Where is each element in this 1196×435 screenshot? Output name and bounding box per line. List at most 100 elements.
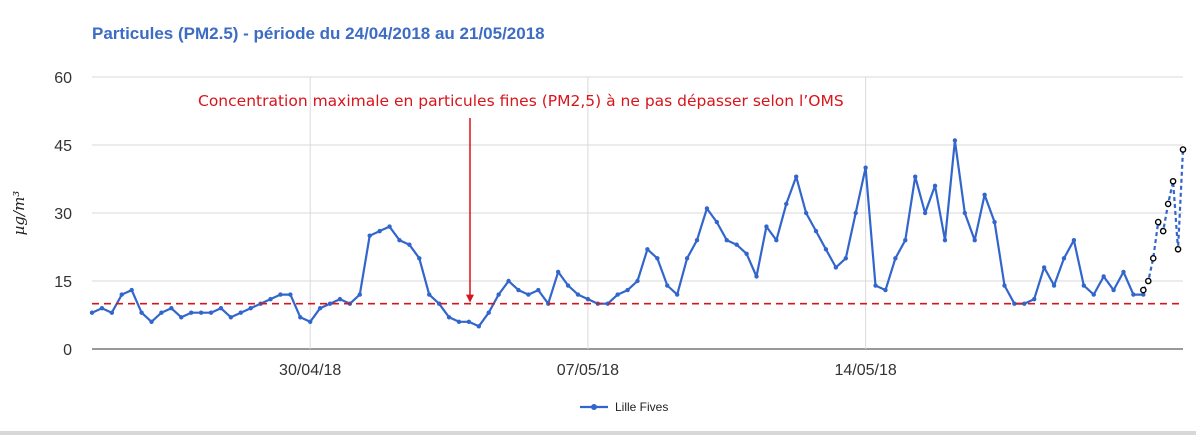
data-point — [228, 315, 234, 320]
data-point — [903, 238, 908, 243]
data-point — [1081, 283, 1087, 288]
data-point — [476, 324, 482, 329]
series-line-lille-fives — [91, 139, 1144, 328]
data-point — [1091, 292, 1096, 297]
data-point — [1041, 265, 1047, 270]
data-point — [913, 174, 918, 179]
data-point — [198, 310, 204, 315]
data-point — [922, 210, 928, 216]
data-point — [536, 287, 541, 293]
forecast-data-point — [1140, 286, 1147, 294]
data-point — [188, 310, 194, 315]
legend-marker — [591, 404, 597, 410]
data-point — [1111, 287, 1116, 293]
data-point — [387, 224, 392, 229]
data-point — [367, 233, 372, 238]
data-point — [169, 306, 174, 311]
bottom-divider — [0, 431, 1196, 435]
data-point — [456, 319, 462, 324]
data-point — [248, 306, 253, 311]
data-point — [843, 256, 848, 261]
data-point — [218, 306, 224, 311]
data-point — [308, 319, 313, 324]
data-point — [962, 210, 967, 216]
y-tick-label: 30 — [54, 206, 72, 223]
data-point — [803, 210, 809, 216]
data-point — [952, 138, 958, 143]
data-point — [1131, 292, 1136, 297]
data-point — [734, 242, 739, 247]
data-point — [446, 315, 452, 320]
forecast-data-point — [1159, 227, 1167, 235]
data-point — [357, 292, 362, 297]
data-point — [238, 310, 243, 315]
data-point — [555, 269, 561, 275]
data-point — [942, 238, 948, 243]
data-point — [764, 224, 769, 229]
annotation-arrowhead — [466, 294, 474, 303]
data-point — [992, 219, 997, 225]
data-point — [724, 238, 729, 243]
data-point — [1032, 296, 1037, 302]
data-point — [635, 278, 640, 284]
annotations: Concentration maximale en particules fin… — [92, 92, 1183, 305]
data-point — [744, 251, 749, 256]
data-point — [1051, 283, 1057, 288]
data-point — [754, 274, 759, 279]
data-point — [972, 238, 977, 243]
forecast-data-point — [1164, 200, 1172, 208]
y-axis-title: µg/m³ — [10, 191, 28, 236]
gridlines — [92, 76, 1183, 350]
data-point — [873, 283, 878, 288]
data-point — [298, 315, 303, 320]
data-point — [327, 301, 333, 306]
data-point — [605, 301, 610, 306]
data-point — [833, 265, 839, 270]
forecast-data-point — [1144, 277, 1152, 285]
data-point — [99, 306, 105, 311]
data-point — [268, 296, 273, 302]
forecast-series-line — [1142, 149, 1185, 291]
data-point — [1101, 274, 1106, 279]
data-point — [516, 287, 521, 293]
y-tick-label: 15 — [54, 274, 72, 291]
data-point — [417, 256, 422, 261]
data-point — [1022, 301, 1027, 306]
data-point — [149, 319, 154, 324]
y-tick-label: 0 — [63, 342, 72, 359]
data-point — [159, 310, 164, 315]
data-point — [1071, 238, 1077, 243]
threshold-annotation-text: Concentration maximale en particules fin… — [198, 92, 844, 110]
data-point — [813, 228, 819, 234]
y-tick-label: 45 — [54, 138, 72, 155]
data-point — [774, 238, 779, 243]
data-point — [714, 219, 720, 225]
axes: 0 15 30 45 60 30/04/18 07/05/18 14/05/18 µg/m³ — [10, 70, 897, 379]
legend-label: Lille Fives — [615, 400, 668, 414]
data-point — [883, 287, 888, 293]
data-point — [694, 238, 700, 243]
data-point — [704, 206, 710, 211]
data-point — [575, 292, 581, 297]
legend: Lille Fives — [580, 400, 668, 414]
x-tick-label: 14/05/18 — [834, 362, 896, 379]
data-point — [932, 183, 938, 188]
data-point — [665, 283, 670, 288]
data-point — [119, 292, 124, 297]
data-point — [674, 292, 680, 297]
chart-title: Particules (PM2.5) - période du 24/04/20… — [92, 24, 545, 43]
data-point — [427, 292, 432, 297]
x-tick-label: 30/04/18 — [279, 362, 341, 379]
forecast-data-point — [1174, 245, 1182, 253]
data-point — [645, 247, 650, 252]
series-lines — [89, 138, 1187, 329]
data-point — [982, 192, 987, 198]
data-point — [615, 292, 620, 297]
data-point — [278, 292, 283, 297]
forecast-data-point — [1179, 146, 1187, 153]
data-point — [565, 283, 571, 288]
data-point — [496, 292, 501, 297]
data-point — [288, 292, 293, 297]
data-point — [466, 319, 472, 324]
